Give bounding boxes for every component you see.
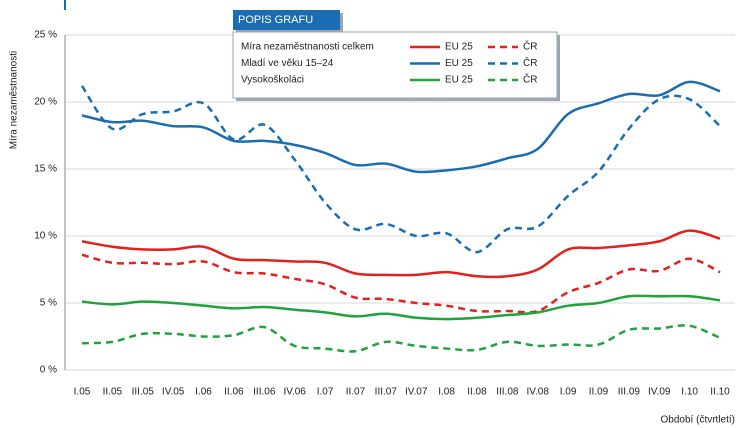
legend-label: EU 25 <box>445 58 473 69</box>
series-line <box>81 294 721 321</box>
legend-label: EU 25 <box>445 42 473 53</box>
x-tick-label: II.05 <box>103 387 123 398</box>
x-tick-label: I.09 <box>560 387 577 398</box>
legend-row-label: Vysokoškoláci <box>241 75 304 86</box>
y-tick-label: 15 % <box>34 164 57 175</box>
series-line <box>81 253 721 314</box>
x-tick-label: IV.09 <box>648 387 671 398</box>
x-tick-label: I.08 <box>438 387 455 398</box>
y-tick-label: 20 % <box>34 97 57 108</box>
x-tick-label: II.06 <box>224 387 244 398</box>
y-tick-label: 25 % <box>34 30 57 41</box>
x-tick-label: IV.07 <box>405 387 428 398</box>
x-tick-label: I.05 <box>74 387 91 398</box>
y-tick-label: 10 % <box>34 231 57 242</box>
series-line <box>80 85 721 254</box>
legend-box <box>232 31 558 99</box>
x-tick-label: IV.06 <box>283 387 306 398</box>
legend: POPIS GRAFU Míra nezaměstnanosti celkem E… <box>232 10 560 101</box>
x-tick-label: I.07 <box>317 387 334 398</box>
legend-label: EU 25 <box>445 75 473 86</box>
series-line <box>81 229 721 279</box>
y-tick-label: 5 % <box>40 298 57 309</box>
legend-label: ČR <box>523 73 537 86</box>
x-tick-label: I.06 <box>195 387 212 398</box>
legend-row-label: Mladí ve věku 15–24 <box>241 58 334 69</box>
series-line <box>81 80 721 174</box>
legend-label: ČR <box>523 56 537 69</box>
series-line <box>81 324 721 353</box>
x-tick-label: IV.05 <box>162 387 185 398</box>
x-tick-label: III.06 <box>253 387 276 398</box>
legend-title: POPIS GRAFU <box>238 14 313 26</box>
legend-label: ČR <box>523 40 537 53</box>
x-tick-label: II.10 <box>710 387 730 398</box>
y-axis-label: Míra nezaměstnanosti <box>9 51 20 149</box>
x-axis-label: Období (čtvrtletí) <box>661 415 735 426</box>
x-tick-label: II.08 <box>467 387 487 398</box>
plot-area: 0 % 5 % 10 % 15 % 20 % 25 % I.05 II.05 III.05 IV.… <box>34 30 735 398</box>
x-tick-label: II.07 <box>346 387 366 398</box>
x-tick-label: III.09 <box>618 387 641 398</box>
x-tick-label: I.10 <box>681 387 698 398</box>
legend-header <box>233 10 340 30</box>
x-tick-label: II.09 <box>589 387 609 398</box>
x-tick-label: III.08 <box>496 387 519 398</box>
x-tick-label: IV.08 <box>526 387 549 398</box>
x-tick-label: III.05 <box>132 387 155 398</box>
y-tick-label: 0 % <box>40 365 57 376</box>
legend-row-label: Míra nezaměstnanosti celkem <box>241 42 374 53</box>
x-tick-label: III.07 <box>375 387 398 398</box>
